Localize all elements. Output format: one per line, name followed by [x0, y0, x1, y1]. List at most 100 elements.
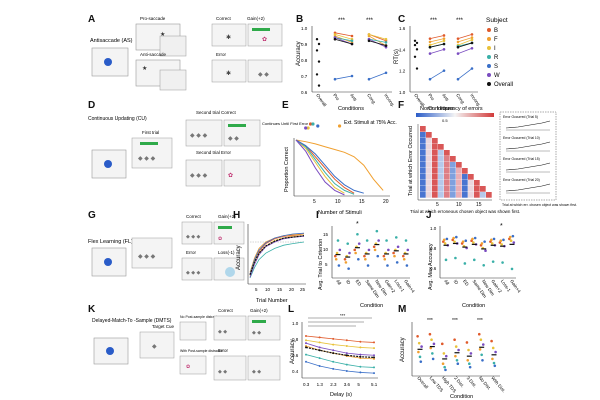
panel-f-cell — [420, 132, 426, 138]
panel-l-line-b — [305, 335, 375, 343]
panel-m-point-r-4 — [468, 362, 471, 366]
j-point-f-3 — [471, 237, 474, 241]
j-xtick-2: ED — [462, 279, 470, 288]
panel-m-point-s-4 — [468, 365, 472, 369]
j-point-i-6 — [500, 243, 503, 246]
legend-label-f: F — [494, 37, 498, 43]
j-point-f-6 — [499, 239, 503, 243]
panel-m-point-f-0 — [417, 350, 420, 354]
panel-m-point-i-2 — [442, 352, 446, 355]
i-point-b-4 — [372, 245, 376, 249]
panel-l-point-r-2 — [332, 360, 335, 363]
panel-m-point-s-5 — [481, 358, 484, 362]
panel-l-point-i-4 — [359, 346, 362, 349]
panel-h-line-r — [249, 241, 305, 279]
c-point-b-0a — [428, 37, 432, 40]
panel-m-sig-3: *** — [477, 318, 483, 324]
c-line-s-1 — [457, 68, 473, 80]
c-point-b-1a — [456, 37, 460, 40]
panel-l-point-s-4 — [359, 371, 362, 374]
b-point-overall-1b — [384, 44, 388, 47]
panel-b-chart: Accuracy Conditions 0.6 0.7 0.8 0.9 1.0 Over… — [296, 18, 396, 112]
i-point-w-7 — [406, 248, 410, 252]
panel-a-schematic: Antisaccade (AS) Pro-saccade ★ Anti-sacc… — [90, 16, 283, 91]
panel-letter-f: F — [398, 100, 404, 111]
panel-m-point-i-5 — [479, 338, 483, 342]
panel-e-line-w — [295, 139, 345, 196]
panel-f-cell — [426, 144, 432, 150]
i-point-b-7 — [402, 254, 405, 258]
b-ytick-2: 0.8 — [301, 58, 308, 63]
panel-l-point-b-2 — [332, 337, 335, 340]
b-overall-point-1 — [317, 42, 321, 46]
panel-m-overall-3 — [454, 352, 460, 354]
j-point-r-7 — [510, 267, 514, 271]
svg-text:◆ ◆: ◆ ◆ — [252, 330, 261, 336]
legend-label-s: S — [494, 64, 498, 70]
panel-letter-h: H — [233, 210, 240, 221]
panel-j-ytick-2: 0.8 — [430, 246, 437, 251]
j-point-r-2 — [463, 262, 467, 265]
panel-f-cell — [444, 192, 450, 198]
panel-l-point-s-5 — [373, 372, 375, 375]
i-point-w-5 — [387, 248, 390, 252]
panel-l-point-i-0 — [305, 339, 307, 342]
legend-marker-w — [487, 73, 491, 77]
b-point-r-0b — [350, 39, 354, 43]
panel-f-cell — [438, 174, 444, 180]
svg-text:◆ ◆ ◆: ◆ ◆ ◆ — [190, 133, 208, 139]
panel-f-inset-label-1: Error Occurred (Trial 10) — [503, 136, 540, 140]
j-overall-5 — [490, 244, 496, 246]
legend-label-b: B — [494, 28, 498, 34]
panel-f-cell — [456, 168, 462, 174]
panel-e-ext-i — [306, 126, 310, 130]
c-line-i-0 — [429, 40, 445, 46]
i-point-r-1 — [346, 242, 350, 245]
panel-i-chart: Avg. Trial to Criterion 5 10 15 * All ID E… — [318, 221, 416, 309]
i-point-r-3 — [365, 239, 369, 242]
panel-l-point-r-5 — [373, 366, 375, 369]
panel-m-xtick-4: 3 Dist. — [466, 375, 478, 388]
panel-f-cell — [444, 168, 450, 174]
c-point-overall-1b — [470, 41, 474, 45]
panel-f-inset-line-2 — [505, 162, 551, 171]
i-overall-7 — [403, 253, 409, 255]
panel-l-ytick-4: 1.0 — [292, 321, 299, 326]
panel-f-inset-line-3 — [505, 183, 551, 192]
i-point-f-4 — [373, 248, 377, 252]
panel-letter-e: E — [282, 100, 289, 111]
panel-k-no-distractor: No Post-sample distractor — [180, 315, 221, 319]
panel-d-second-error: Second trial Error — [196, 150, 232, 155]
panel-f-cell — [468, 174, 474, 180]
i-point-f-0 — [334, 257, 338, 261]
j-overall-1 — [452, 242, 458, 245]
j-point-r-5 — [491, 260, 495, 263]
panel-b-ylabel: Accuracy — [296, 41, 302, 66]
panel-l-line-s — [305, 361, 375, 374]
i-point-w-0 — [338, 248, 342, 252]
c-line-b-1 — [457, 34, 473, 40]
b-ytick-0: 0.6 — [301, 90, 308, 95]
panel-m-point-w-1 — [432, 342, 436, 346]
panel-f-cell — [468, 180, 474, 186]
panel-m-overall-0 — [417, 348, 423, 350]
panel-f-cell — [486, 192, 492, 198]
panel-k-schematic: Delayed-Match-To -Sample (DMTS) Target C… — [92, 308, 281, 381]
panel-f-cell — [426, 186, 432, 192]
svg-text:✿: ✿ — [186, 364, 190, 370]
panel-e-line-f — [295, 139, 384, 191]
panel-a-gain-label: Gain(+2) — [247, 16, 265, 21]
i-overall-0 — [335, 253, 341, 256]
panel-i-ytick-2: 10 — [323, 247, 329, 252]
svg-text:★: ★ — [142, 65, 147, 72]
panel-h-xlabel: Trial Number — [256, 298, 288, 304]
i-overall-1 — [345, 256, 351, 258]
c-point-s-0a — [428, 77, 432, 81]
c-xtick-3: Cong. — [455, 93, 466, 106]
c-point-b-0b — [442, 34, 446, 37]
c-overall-point-5 — [415, 67, 419, 70]
b-xtick-3: Cong. — [366, 93, 377, 106]
c-line-i-1 — [457, 39, 473, 46]
